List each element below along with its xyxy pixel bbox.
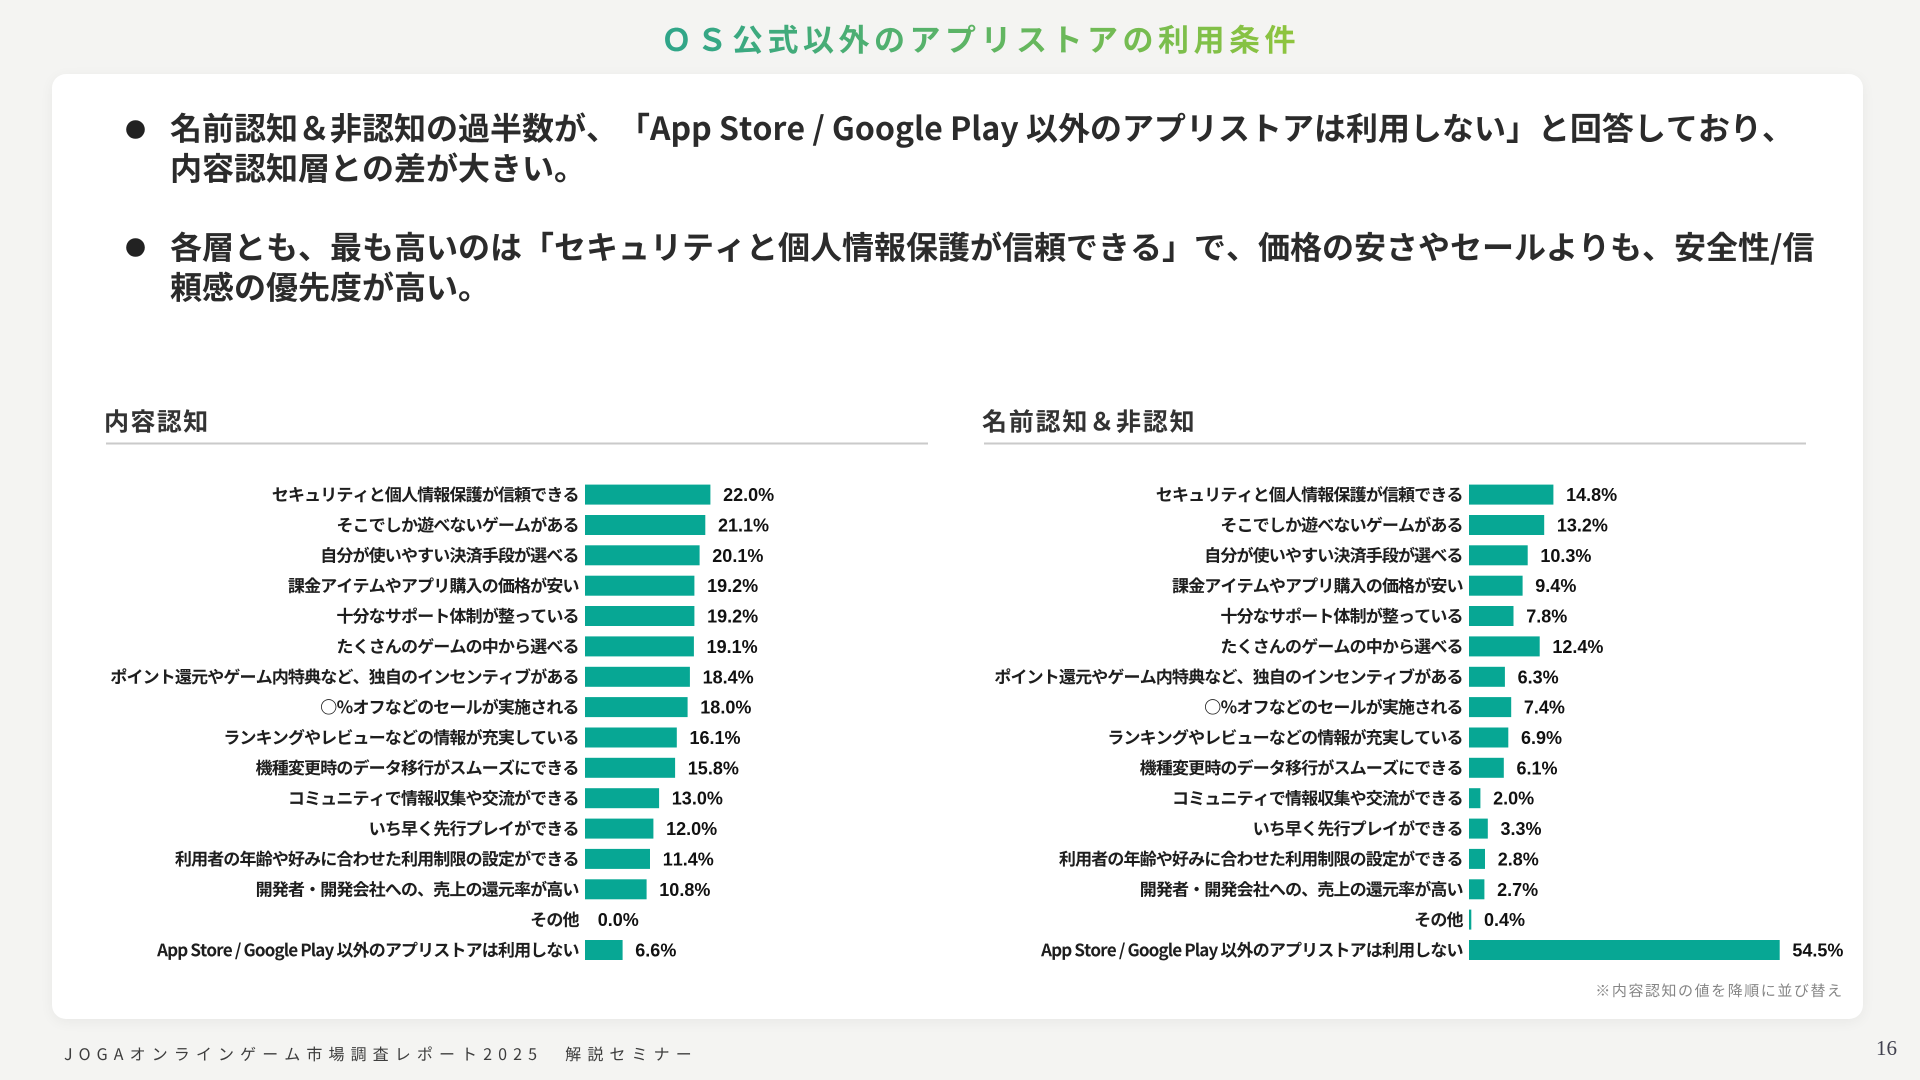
svg-text:2.0%: 2.0% [1493,789,1534,809]
svg-text:18.4%: 18.4% [703,667,754,687]
svg-text:22.0%: 22.0% [723,485,774,505]
svg-text:13.0%: 13.0% [672,789,723,809]
svg-text:16.1%: 16.1% [690,728,741,748]
svg-text:6.6%: 6.6% [635,941,676,961]
svg-text:13.2%: 13.2% [1557,516,1608,536]
svg-text:11.4%: 11.4% [663,849,714,869]
svg-text:20.1%: 20.1% [712,546,763,566]
svg-text:2.8%: 2.8% [1498,849,1539,869]
svg-text:7.4%: 7.4% [1524,698,1565,718]
svg-text:6.1%: 6.1% [1517,758,1558,778]
svg-text:2.7%: 2.7% [1497,880,1538,900]
svg-text:54.5%: 54.5% [1792,941,1843,961]
svg-text:21.1%: 21.1% [718,516,769,536]
svg-text:0.0%: 0.0% [598,910,639,930]
svg-text:10.3%: 10.3% [1540,546,1591,566]
svg-text:9.4%: 9.4% [1535,576,1576,596]
svg-text:0.4%: 0.4% [1484,910,1525,930]
svg-text:19.2%: 19.2% [707,576,758,596]
svg-text:10.8%: 10.8% [659,880,710,900]
svg-text:15.8%: 15.8% [688,758,739,778]
svg-text:19.1%: 19.1% [707,637,758,657]
svg-text:3.3%: 3.3% [1501,819,1542,839]
svg-text:7.8%: 7.8% [1526,607,1567,627]
svg-text:19.2%: 19.2% [707,607,758,627]
svg-text:18.0%: 18.0% [700,698,751,718]
svg-text:12.0%: 12.0% [666,819,717,839]
svg-text:14.8%: 14.8% [1566,485,1617,505]
svg-text:12.4%: 12.4% [1552,637,1603,657]
svg-text:6.9%: 6.9% [1521,728,1562,748]
svg-text:16: 16 [1876,1036,1897,1060]
svg-text:6.3%: 6.3% [1518,667,1559,687]
